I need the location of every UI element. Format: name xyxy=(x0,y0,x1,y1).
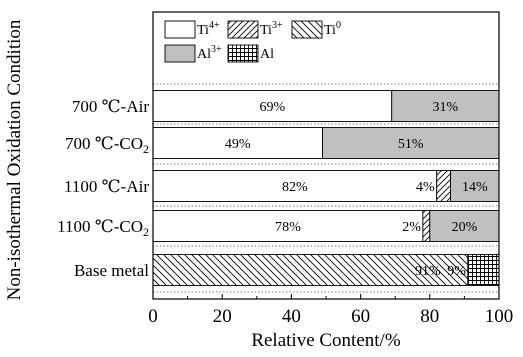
legend-label: Ti0 xyxy=(324,20,341,38)
legend-label: Al3+ xyxy=(197,44,222,62)
bar-value-label: 31% xyxy=(433,100,459,115)
bar-value-label: 91% xyxy=(415,264,441,279)
bar-value-label: 69% xyxy=(260,100,286,115)
x-tick-label: 100 xyxy=(485,306,514,327)
bar-value-label: 14% xyxy=(462,180,488,195)
separator-lines xyxy=(153,83,499,293)
bar-segment xyxy=(391,90,500,122)
x-axis: 0 20 40 60 80 100 xyxy=(148,294,513,327)
legend-label: Ti4+ xyxy=(197,20,220,38)
bar-segment xyxy=(152,254,469,286)
legend-swatch xyxy=(164,20,196,39)
bar-segment xyxy=(152,127,323,159)
legend-swatch xyxy=(227,20,259,39)
category-label: 1100 ℃-CO2 xyxy=(57,217,149,239)
bar-value-label: 51% xyxy=(398,137,424,152)
x-tick-label: 20 xyxy=(213,306,232,327)
x-tick-label: 80 xyxy=(420,306,439,327)
bars: 69% 31% 49% 51% 82% 4% 14% 78% 2% 20% 91% 9% xyxy=(152,90,500,286)
legend-swatch xyxy=(291,20,323,39)
bar-segment xyxy=(450,170,500,202)
bar-segment xyxy=(467,254,500,286)
category-label: 700 ℃-Air xyxy=(72,97,149,116)
category-label: Base metal xyxy=(74,261,149,280)
legend-swatch xyxy=(227,44,259,63)
x-tick-label: 60 xyxy=(351,306,370,327)
bar-value-label: 82% xyxy=(282,180,308,195)
bar-segment xyxy=(322,127,500,159)
category-label: 700 ℃-CO2 xyxy=(65,134,149,156)
bar-segment xyxy=(422,210,431,242)
bar-value-label: 2% xyxy=(402,220,421,235)
bar-value-label: 9% xyxy=(447,264,466,279)
category-labels: 700 ℃-Air 700 ℃-CO2 1100 ℃-Air 1100 ℃-CO2 Ba… xyxy=(57,97,149,280)
bar-value-label: 49% xyxy=(225,137,251,152)
legend-label: Ti3+ xyxy=(260,20,283,38)
x-tick-label: 40 xyxy=(282,306,301,327)
bar-segment xyxy=(436,170,452,202)
legend-swatch xyxy=(164,44,196,63)
legend-label: Al xyxy=(260,47,274,62)
bar-value-label: 20% xyxy=(452,220,478,235)
x-axis-label: Relative Content/% xyxy=(251,330,401,351)
bar-segment xyxy=(152,90,393,122)
category-label: 1100 ℃-Air xyxy=(64,177,149,196)
bar-value-label: 78% xyxy=(275,220,301,235)
bar-value-label: 4% xyxy=(416,180,435,195)
legend: Ti4+ Ti3+ Ti0 Al3+ Al xyxy=(164,20,341,63)
x-tick-label: 0 xyxy=(148,306,158,327)
y-axis-label: Non-isothermal Oxidation Condition xyxy=(4,19,25,300)
